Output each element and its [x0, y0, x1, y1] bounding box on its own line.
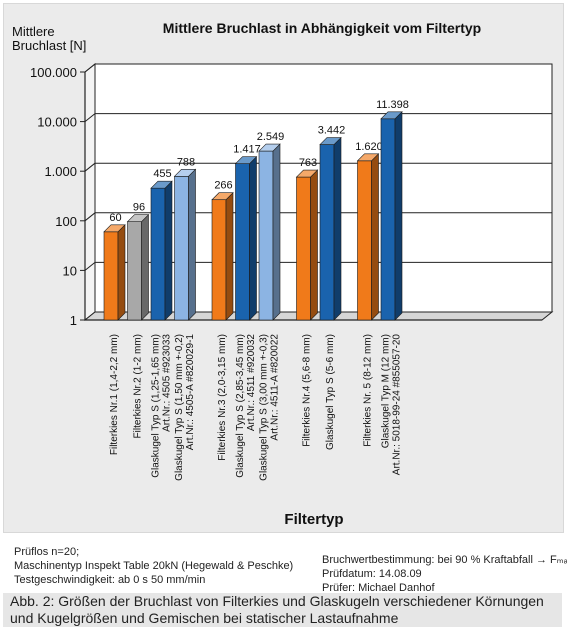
bar [357, 160, 372, 321]
bar-value-label: 455 [153, 168, 171, 180]
bar [103, 231, 119, 321]
y-axis-label: Bruchlast [N] [12, 38, 86, 53]
x-tick-label: Glaskugel Typ S (3,00 mm +-0,3) [259, 334, 270, 481]
bar-top [211, 192, 234, 201]
bar-top [380, 111, 403, 120]
chart-panel: Mittlere Bruchlast in Abhängigkeit vom F… [3, 3, 564, 533]
x-tick-label: Art.Nr.: 5018-99-24 #855057-20 [392, 334, 403, 476]
bar-top [319, 137, 342, 145]
x-tick-label: Filterkies Nr.1 (1,4-2,2 mm) [109, 334, 120, 455]
bar-top [126, 214, 150, 222]
bar-value-label: 3.442 [318, 125, 346, 137]
bar-top [173, 169, 197, 177]
test-conditions: Prüflos n=20; Maschinentyp Inspekt Table… [14, 545, 293, 587]
bar [211, 199, 227, 321]
x-tick-label: Art.Nr.: 4505-A #820029-1 [185, 334, 196, 451]
bar-value-label: 788 [177, 156, 195, 168]
chart-title: Mittlere Bruchlast in Abhängigkeit vom F… [163, 20, 481, 36]
bar-top [103, 224, 126, 233]
figure-caption: Abb. 2: Größen der Bruchlast von Filterk… [3, 593, 562, 627]
bar [296, 176, 311, 321]
bar-side [310, 169, 318, 321]
y-tick-label: 1 [70, 313, 77, 328]
x-tick-label: Filterkies Nr.4 (5,6-8 mm) [302, 334, 313, 447]
gridline [84, 212, 96, 222]
bar-side [164, 180, 173, 321]
bar-side [272, 143, 281, 321]
x-tick-label: Glaskugel Typ S (5-6 mm) [325, 334, 336, 450]
gridline [84, 63, 96, 73]
bar-value-label: 96 [133, 202, 145, 214]
bar-top [356, 153, 380, 162]
bar-side [371, 153, 379, 321]
x-axis-label: Filtertyp [284, 511, 343, 528]
bar-top [258, 143, 281, 152]
bar-value-label: 266 [214, 180, 232, 192]
bar [258, 150, 274, 321]
bar-side [141, 213, 149, 321]
bar-top [295, 169, 319, 178]
bar-value-label: 1.620 [355, 141, 383, 153]
y-axis-label: Mittlere [12, 24, 55, 39]
gridline [84, 162, 96, 172]
bar-top [150, 180, 173, 189]
x-tick-label: Glaskugel Typ S (1,25-1,65 mm) [151, 334, 162, 478]
gridline [84, 262, 96, 271]
chart: Mittlere Bruchlast in Abhängigkeit vom F… [12, 20, 554, 528]
x-tick-label: Filterkies Nr.3 (2,0-3,15 mm) [217, 334, 228, 461]
test-details: Bruchwertbestimmung: bei 90 % Kraftabfal… [322, 553, 567, 595]
bar-value-label: 11.398 [376, 99, 409, 111]
bar-value-label: 763 [299, 157, 317, 169]
y-tick-label: 100 [55, 214, 77, 229]
bar-side [225, 192, 234, 321]
x-tick-label: Glaskugel Typ S (2,85-3,45 mm) [235, 334, 246, 478]
y-tick-label: 10 [63, 263, 77, 278]
bar-side [117, 224, 126, 321]
test-condition-line: Maschinentyp Inspekt Table 20kN (Hegewal… [14, 560, 294, 572]
caption-line: Abb. 2: Größen der Bruchlast von Filterk… [10, 593, 544, 609]
bar-value-label: 1.417 [233, 144, 261, 156]
caption-line: und Kugelgrößen und Gemischen bei statis… [10, 610, 399, 626]
y-tick-label: 100.000 [30, 65, 77, 80]
bar [174, 176, 189, 321]
bar [319, 144, 335, 321]
bar [380, 118, 396, 321]
bar-value-label: 60 [109, 212, 121, 224]
test-condition-line: Prüflos n=20; [14, 546, 80, 558]
bar-side [249, 155, 257, 321]
bar-side [188, 168, 196, 321]
bar [235, 163, 250, 321]
bar-side [333, 136, 342, 321]
bar [127, 221, 142, 321]
y-tick-label: 10.000 [37, 115, 77, 130]
test-detail-line: Bruchwertbestimmung: bei 90 % Kraftabfal… [322, 554, 567, 566]
bar-top [234, 156, 258, 164]
x-tick-label: Art.Nr.: 4511-A #820022 [270, 334, 281, 441]
plot-side-wall [84, 62, 96, 322]
test-detail-line: Prüfer: Michael Danhof [322, 582, 435, 594]
x-tick-label: Glaskugel Typ M (12 mm) [381, 334, 392, 448]
gridline [84, 113, 96, 122]
test-detail-line: Prüfdatum: 14.08.09 [322, 568, 422, 580]
test-condition-line: Testgeschwindigkeit: ab 0 s 50 mm/min [14, 574, 206, 586]
bar-value-label: 2.549 [257, 131, 285, 143]
bar [150, 187, 166, 321]
x-tick-label: Glaskugel Typ S (1,50 mm +-0,2) [174, 334, 185, 481]
bar-side [394, 111, 403, 321]
x-tick-label: Art.Nr.: 4505 #923033 [162, 334, 173, 432]
x-tick-label: Art.Nr.: 4511 #920032 [246, 334, 257, 432]
x-tick-label: Filterkies Nr. 5 (8-12 mm) [363, 334, 374, 447]
y-tick-label: 1.000 [44, 164, 77, 179]
x-tick-label: Filterkies Nr.2 (1-2 mm) [133, 334, 144, 438]
